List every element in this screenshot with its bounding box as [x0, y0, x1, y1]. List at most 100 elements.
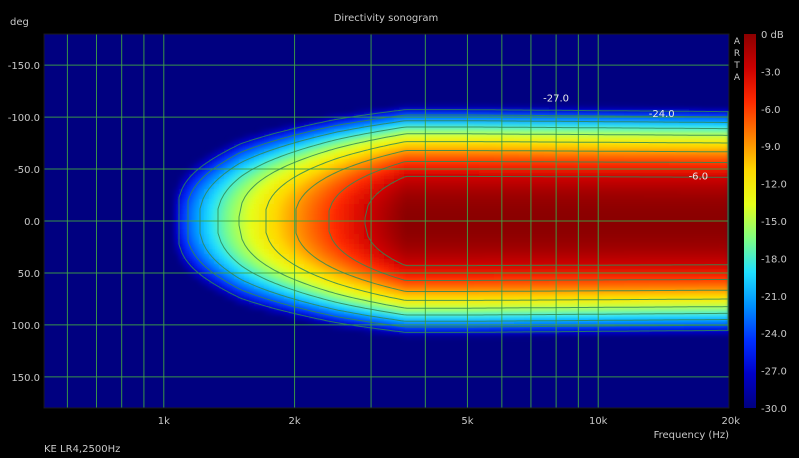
heatmap-cell [529, 304, 535, 310]
heatmap-cell [439, 199, 445, 205]
heatmap-cell [409, 334, 415, 340]
heatmap-cell [294, 304, 300, 310]
heatmap-cell [534, 119, 540, 125]
heatmap-cell [259, 154, 265, 160]
heatmap-cell [454, 184, 460, 190]
heatmap-cell [479, 264, 485, 270]
colorbar [744, 34, 756, 408]
heatmap-cell [409, 309, 415, 315]
heatmap-cell [484, 234, 490, 240]
heatmap-cell [379, 279, 385, 285]
heatmap-cell [689, 239, 695, 245]
heatmap-cell [534, 104, 540, 110]
heatmap-cell [574, 144, 580, 150]
heatmap-cell [639, 254, 645, 260]
heatmap-cell [634, 124, 640, 130]
heatmap-cell [549, 229, 555, 235]
heatmap-cell [364, 139, 370, 145]
heatmap-cell [564, 169, 570, 175]
heatmap-cell [574, 229, 580, 235]
heatmap-cell [539, 269, 545, 275]
heatmap-cell [579, 189, 585, 195]
heatmap-cell [474, 304, 480, 310]
heatmap-cell [329, 194, 335, 200]
heatmap-cell [434, 169, 440, 175]
heatmap-cell [494, 224, 500, 230]
heatmap-cell [554, 314, 560, 320]
heatmap-cell [399, 184, 405, 190]
x-tick-labels: 1k 2k 5k 10k 20k [158, 416, 741, 427]
heatmap-cell [424, 229, 430, 235]
heatmap-cell [599, 234, 605, 240]
heatmap-cell [689, 184, 695, 190]
heatmap-cell [724, 164, 729, 170]
heatmap-cell [344, 214, 350, 220]
heatmap-cell [584, 304, 590, 310]
heatmap-cell [439, 134, 445, 140]
heatmap-cell [219, 219, 225, 225]
heatmap-cell [474, 314, 480, 320]
arta-letter: A [734, 37, 741, 47]
heatmap-cell [629, 204, 635, 210]
heatmap-cell [439, 194, 445, 200]
heatmap-cell [339, 284, 345, 290]
heatmap-cell [544, 144, 550, 150]
heatmap-cell [279, 219, 285, 225]
heatmap-cell [259, 139, 265, 145]
heatmap-cell [249, 189, 255, 195]
heatmap-cell [364, 294, 370, 300]
heatmap-cell [234, 299, 240, 305]
heatmap-cell [519, 154, 525, 160]
heatmap-cell [399, 264, 405, 270]
heatmap-cell [214, 249, 220, 255]
heatmap-cell [654, 214, 660, 220]
heatmap-cell [274, 274, 280, 280]
heatmap-cell [329, 234, 335, 240]
heatmap-cell [414, 294, 420, 300]
heatmap-cell [579, 209, 585, 215]
heatmap-cell [659, 294, 665, 300]
heatmap-cell [429, 109, 435, 115]
heatmap-cell [429, 169, 435, 175]
heatmap-cell [679, 254, 685, 260]
heatmap-cell [444, 249, 450, 255]
heatmap-cell [624, 219, 630, 225]
heatmap-cell [494, 134, 500, 140]
heatmap-cell [419, 264, 425, 270]
heatmap-cell [289, 214, 295, 220]
heatmap-cell [344, 124, 350, 130]
heatmap-cell [339, 139, 345, 145]
heatmap-cell [244, 259, 250, 265]
heatmap-cell [654, 314, 660, 320]
heatmap-cell [449, 259, 455, 265]
heatmap-cell [254, 199, 260, 205]
heatmap-cell [489, 299, 495, 305]
heatmap-cell [289, 264, 295, 270]
heatmap-cell [534, 264, 540, 270]
heatmap-cell [634, 179, 640, 185]
heatmap-cell [489, 244, 495, 250]
heatmap-cell [624, 294, 630, 300]
heatmap-cell [444, 194, 450, 200]
heatmap-cell [444, 109, 450, 115]
heatmap-cell [679, 164, 685, 170]
heatmap-cell [644, 314, 650, 320]
heatmap-cell [689, 214, 695, 220]
heatmap-cell [239, 249, 245, 255]
heatmap-cell [274, 224, 280, 230]
heatmap-cell [504, 259, 510, 265]
heatmap-cell [484, 219, 490, 225]
heatmap-cell [179, 199, 185, 205]
heatmap-cell [539, 194, 545, 200]
heatmap-cell [634, 219, 640, 225]
heatmap-cell [384, 304, 390, 310]
heatmap-cell [389, 239, 395, 245]
heatmap-cell [489, 184, 495, 190]
heatmap-cell [604, 279, 610, 285]
heatmap-cell [544, 289, 550, 295]
heatmap-cell [194, 204, 200, 210]
heatmap-cell [609, 139, 615, 145]
heatmap-cell [424, 309, 430, 315]
heatmap-cell [544, 299, 550, 305]
heatmap-cell [534, 259, 540, 265]
